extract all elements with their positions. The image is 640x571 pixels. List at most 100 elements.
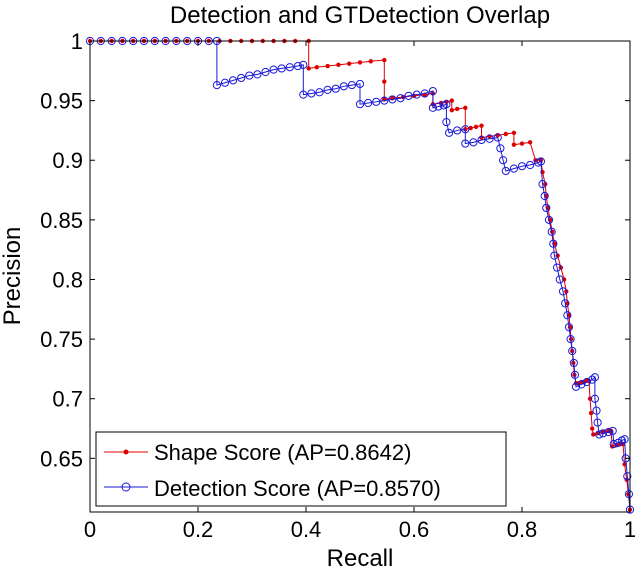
data-point-detection-score [253,70,262,79]
data-point-detection-score [558,287,568,296]
data-point-detection-score [307,89,316,98]
data-point-detection-score [285,63,294,72]
x-tick-label: 0.6 [399,517,430,542]
data-point-shape-score [368,59,373,64]
data-point-detection-score [577,380,586,389]
data-point-detection-score [620,435,629,444]
data-point-detection-score [582,377,591,387]
data-point-detection-score [590,373,600,382]
data-point-detection-score [501,166,510,176]
data-point-shape-score [357,60,363,65]
data-point-shape-score [590,426,595,431]
data-point-detection-score [212,81,221,90]
data-point-detection-score [598,429,608,438]
data-point-detection-score [609,439,618,449]
data-point-detection-score [434,102,443,111]
data-point-shape-score [519,141,525,146]
data-point-shape-score [449,98,454,103]
data-point-detection-score [568,346,577,356]
data-point-shape-score [449,107,454,113]
data-point-shape-score [325,63,330,69]
y-tick-label: 0.85 [40,208,83,233]
data-point-detection-score [220,78,230,87]
data-point-detection-score [570,370,580,379]
data-point-shape-score [503,131,508,137]
data-point-detection-score [372,97,381,106]
data-point-detection-score [564,323,574,332]
data-point-detection-score [277,64,286,73]
axes-box [89,40,631,513]
data-point-detection-score [542,203,551,213]
legend-marker-shape-score [123,449,129,455]
data-point-detection-score [428,86,437,96]
data-point-detection-score [571,382,581,391]
data-point-detection-score [315,88,324,97]
data-point-detection-score [269,65,278,74]
data-point-detection-score [388,95,397,104]
x-axis: 0 0.2 0.4 0.6 0.8 1 [84,41,636,542]
legend-label-shape-score: Shape Score (AP=0.8642) [154,440,411,465]
data-point-detection-score [364,98,373,108]
data-point-shape-score [511,130,517,136]
legend: Shape Score (AP=0.8642) Detection Score … [95,431,507,507]
data-point-shape-score [591,432,596,437]
data-point-shape-score [314,65,319,70]
data-point-detection-score [536,157,546,166]
data-point-detection-score [245,71,254,80]
y-tick-label: 0.9 [52,148,83,173]
data-point-detection-score [608,426,617,436]
x-tick-label: 0 [84,517,96,542]
y-axis: 0.65 0.7 0.75 0.8 0.85 0.9 0.95 1 [40,29,630,471]
y-tick-label: 0.65 [40,446,83,471]
data-point-detection-score [566,335,575,344]
data-point-detection-score [588,375,597,384]
data-point-detection-score [496,144,505,153]
data-point-detection-score [592,406,601,415]
data-point-detection-score [453,126,462,135]
data-point-detection-score [299,90,308,99]
data-point-shape-score [588,410,594,416]
data-point-detection-score [339,82,348,91]
data-point-detection-score [493,133,502,142]
y-tick-label: 0.75 [40,327,83,352]
data-point-shape-score [527,140,533,145]
data-point-detection-score [499,156,508,165]
data-point-shape-score [479,123,484,128]
data-point-detection-score [590,394,600,403]
data-point-detection-score [261,67,270,77]
data-point-shape-score [468,125,473,131]
data-point-detection-score [555,275,564,284]
x-tick-label: 0.4 [291,517,322,542]
y-tick-label: 0.7 [52,387,83,412]
data-point-shape-score [463,105,468,110]
data-point-detection-score [569,358,578,368]
data-point-detection-score [420,89,429,98]
data-point-detection-score [509,164,519,173]
data-point-detection-score [461,125,470,134]
data-point-detection-score [331,84,340,93]
data-point-detection-score [442,100,451,109]
data-point-detection-score [604,428,613,437]
data-point-detection-score [237,73,246,83]
data-point-detection-score [547,227,556,236]
data-point-detection-score [538,179,547,189]
data-point-detection-score [595,430,604,439]
data-point-detection-score [624,490,634,499]
data-point-shape-score [347,61,352,66]
data-point-detection-score [526,160,535,170]
chart-title: Detection and GTDetection Overlap [170,2,550,29]
data-point-detection-score [380,96,389,105]
data-point-detection-score [563,311,572,320]
data-point-detection-score [412,90,421,99]
data-point-shape-score [540,169,545,175]
y-tick-label: 1 [71,29,83,54]
data-point-detection-score [550,251,559,260]
y-axis-title: Precision [0,227,26,326]
data-point-shape-score [336,62,341,68]
data-point-detection-score [445,128,454,137]
data-point-detection-score [229,76,238,85]
data-point-detection-score [293,61,302,71]
legend-box [95,431,507,507]
data-point-detection-score [461,139,470,148]
